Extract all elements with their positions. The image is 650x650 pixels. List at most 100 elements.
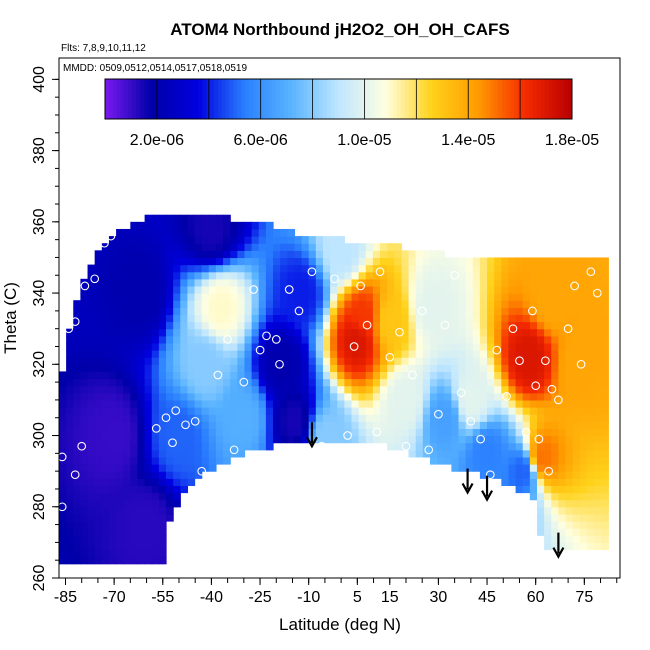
field-cell-1055 [237, 228, 246, 237]
field-cell-1552 [358, 307, 367, 316]
field-cell-751 [180, 371, 189, 380]
field-cell-2100 [494, 399, 502, 408]
field-cell-1309 [301, 399, 310, 408]
field-cell-21 [59, 407, 67, 415]
field-cell-1038 [237, 350, 246, 358]
field-cell-1400 [322, 371, 331, 380]
field-cell-1669 [387, 278, 395, 287]
field-cell-2606 [586, 285, 595, 294]
field-cell-1119 [251, 228, 260, 237]
field-cell-1699 [394, 271, 403, 280]
field-cell-363 [123, 542, 131, 551]
field-cell-975 [223, 321, 231, 330]
field-cell-11 [59, 478, 67, 486]
field-cell-1890 [444, 378, 452, 387]
field-cell-1373 [315, 357, 324, 365]
field-cell-1797 [422, 399, 431, 408]
field-cell-1895 [444, 342, 452, 351]
field-cell-2178 [508, 300, 517, 308]
field-cell-838 [194, 285, 203, 294]
field-cell-1088 [244, 221, 253, 230]
field-cell-481 [137, 378, 146, 387]
field-cell-1208 [273, 271, 281, 280]
colorbar-swatch-59 [334, 79, 339, 119]
field-cell-947 [215, 271, 224, 280]
field-cell-1588 [365, 250, 374, 259]
field-cell-1166 [265, 350, 274, 358]
field-cell-1236 [280, 285, 288, 294]
field-cell-1063 [244, 399, 253, 408]
field-cell-1535 [358, 428, 367, 437]
field-cell-2463 [565, 428, 574, 437]
colorbar-swatch-105 [513, 79, 519, 119]
field-cell-453 [130, 236, 139, 244]
field-cell-624 [158, 399, 167, 408]
field-cell-1067 [244, 371, 253, 380]
field-cell-1782 [415, 300, 424, 308]
field-cell-931 [215, 385, 224, 394]
field-cell-1998 [472, 464, 481, 472]
field-cell-1869 [437, 314, 445, 323]
field-cell-150 [87, 464, 96, 472]
field-cell-2233 [522, 378, 531, 387]
field-cell-1355 [308, 278, 317, 287]
field-cell-2182 [508, 271, 517, 280]
field-cell-2283 [529, 264, 538, 273]
field-cell-1845 [429, 271, 438, 280]
field-cell-1692 [394, 321, 403, 330]
field-cell-1190 [273, 399, 281, 408]
field-cell-96 [73, 300, 81, 308]
field-cell-1061 [244, 414, 253, 422]
field-cell-2406 [558, 542, 567, 551]
field-cell-855 [201, 421, 210, 430]
field-cell-954 [215, 221, 224, 230]
field-cell-1795 [422, 414, 431, 422]
field-cell-41 [66, 456, 74, 465]
field-cell-1186 [273, 428, 281, 437]
colorbar-swatch-16 [167, 79, 172, 119]
field-cell-2378 [551, 449, 559, 458]
field-cell-2661 [601, 478, 609, 486]
field-cell-809 [187, 228, 196, 237]
field-cell-1071 [244, 342, 253, 351]
field-cell-2198 [515, 392, 524, 401]
field-cell-2146 [501, 300, 510, 308]
field-cell-1778 [415, 328, 424, 337]
field-cell-240 [101, 435, 110, 444]
field-cell-1410 [322, 300, 331, 308]
field-cell-2020 [472, 307, 481, 316]
field-cell-320 [116, 513, 124, 522]
field-cell-2569 [579, 257, 588, 266]
field-cell-2030 [479, 456, 488, 465]
field-cell-2519 [572, 321, 581, 330]
field-cell-2012 [472, 364, 481, 373]
field-cell-1817 [422, 257, 431, 266]
field-cell-1221 [280, 392, 288, 401]
colorbar-swatch-110 [533, 79, 538, 119]
field-cell-2554 [579, 364, 588, 373]
field-cell-197 [94, 428, 103, 437]
field-cell-2054 [479, 285, 488, 294]
field-cell-973 [223, 335, 231, 344]
field-cell-1323 [301, 300, 310, 308]
field-cell-1108 [251, 307, 260, 316]
colorbar-swatch-86 [439, 79, 445, 119]
field-cell-1261 [287, 321, 296, 330]
field-cell-1217 [280, 421, 288, 430]
field-cell-1657 [387, 364, 395, 373]
field-cell-395 [123, 314, 131, 323]
field-cell-173 [87, 300, 96, 308]
colorbar-swatch-0 [105, 79, 110, 119]
field-cell-1913 [451, 428, 460, 437]
field-cell-2450 [565, 521, 574, 529]
field-cell-1627 [380, 371, 388, 380]
field-cell-1554 [358, 293, 367, 301]
field-cell-2342 [544, 414, 552, 422]
field-cell-1460 [337, 357, 345, 365]
field-cell-2670 [601, 414, 609, 422]
field-cell-1277 [294, 421, 303, 430]
sample-point-66 [544, 466, 554, 476]
field-cell-1385 [315, 271, 324, 280]
field-cell-743 [180, 428, 189, 437]
field-cell-1708 [401, 414, 410, 422]
